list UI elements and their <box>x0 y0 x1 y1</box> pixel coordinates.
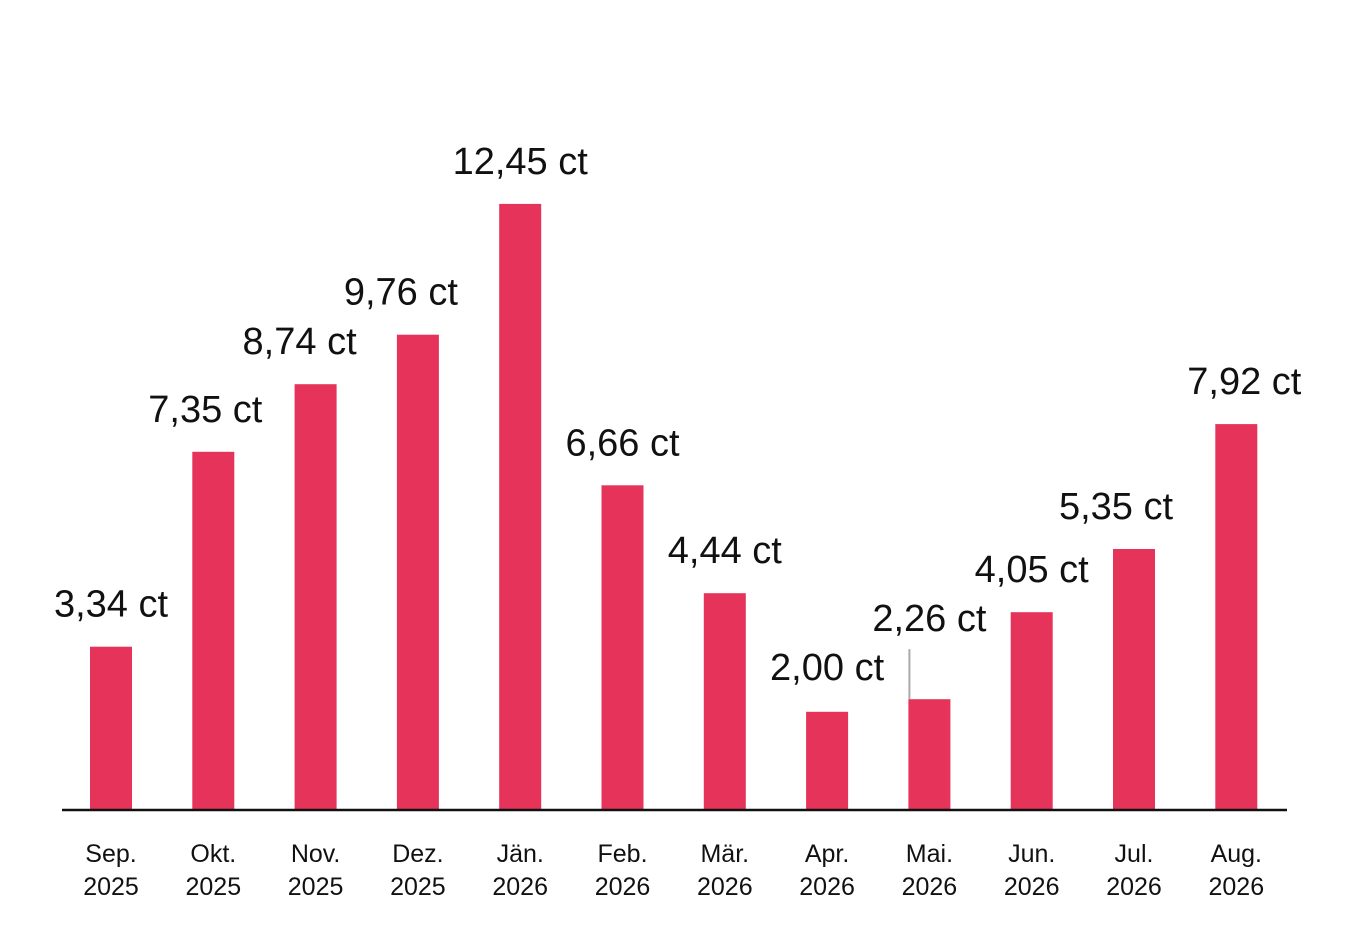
x-tick-label-year: 2026 <box>492 873 548 901</box>
x-tick-label-month: Jun. <box>1008 840 1055 868</box>
bar <box>908 699 951 809</box>
data-label: 12,45 ct <box>453 141 589 183</box>
x-tick-label-year: 2026 <box>799 873 855 901</box>
x-tick-label-year: 2026 <box>697 873 753 901</box>
x-tick-label-month: Nov. <box>291 840 341 868</box>
x-tick-label-year: 2026 <box>1208 873 1264 901</box>
x-tick-label-year: 2026 <box>1106 873 1162 901</box>
bar <box>703 593 746 809</box>
data-label: 9,76 ct <box>344 272 459 314</box>
bar <box>601 485 644 809</box>
data-label: 8,74 ct <box>243 321 358 363</box>
data-label: 2,26 ct <box>872 598 987 640</box>
bar <box>90 646 132 809</box>
data-label: 2,00 ct <box>770 647 885 689</box>
data-label: 4,44 ct <box>668 530 783 572</box>
bar <box>192 451 235 809</box>
data-label: 7,92 ct <box>1187 361 1302 403</box>
x-tick-label-year: 2026 <box>595 873 651 901</box>
x-tick-label-year: 2025 <box>185 873 241 901</box>
x-tick-label-month: Apr. <box>805 840 849 868</box>
x-tick-label-year: 2026 <box>1004 873 1060 901</box>
x-tick-label-month: Dez. <box>392 840 443 868</box>
bar <box>1010 612 1053 809</box>
data-label: 3,34 ct <box>54 584 169 626</box>
x-tick-label-month: Mär. <box>700 840 749 868</box>
data-label: 4,05 ct <box>975 549 1090 591</box>
bar <box>499 203 542 809</box>
x-tick-label-year: 2025 <box>390 873 446 901</box>
x-tick-label-month: Okt. <box>190 840 236 868</box>
bar <box>806 711 849 809</box>
bars-layer <box>90 203 1258 809</box>
bar <box>294 384 337 809</box>
labels-layer: 3,34 ct 7,35 ct 8,74 ct 9,76 ct 12,45 ct 6,66… <box>54 141 1302 689</box>
x-tick-label-year: 2025 <box>288 873 344 901</box>
bar <box>396 334 439 809</box>
data-label: 7,35 ct <box>148 389 263 431</box>
x-tick-label-month: Aug. <box>1211 840 1262 868</box>
data-label: 6,66 ct <box>565 422 680 464</box>
x-tick-label-month: Jul. <box>1115 840 1154 868</box>
x-tick-label-year: 2025 <box>83 873 139 901</box>
x-tick-label-month: Sep. <box>85 840 136 868</box>
x-tick-label-month: Mai. <box>906 840 953 868</box>
data-label: 5,35 ct <box>1059 486 1174 528</box>
x-tick-label-month: Feb. <box>597 840 647 868</box>
bar <box>1113 549 1155 809</box>
bar <box>1215 424 1258 809</box>
x-tick-label-year: 2026 <box>902 873 958 901</box>
x-tick-label-month: Jän. <box>497 840 544 868</box>
x-tick-labels: Sep. 2025 Okt. 2025 Nov. 2025 Dez. 2025 Jän. 2026… <box>83 840 1264 901</box>
